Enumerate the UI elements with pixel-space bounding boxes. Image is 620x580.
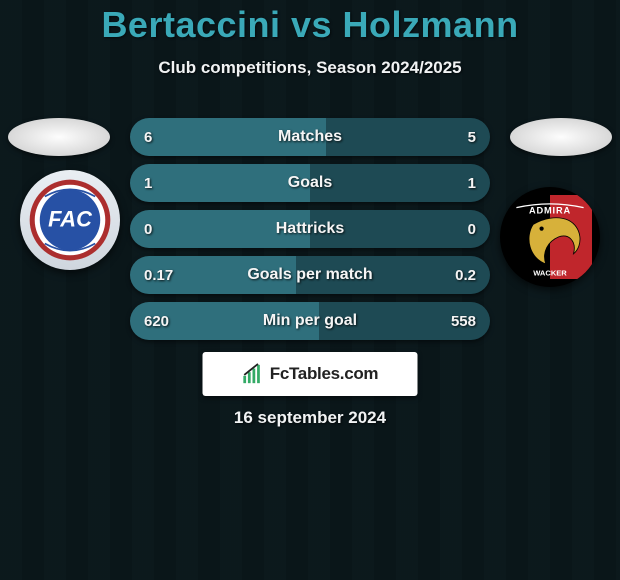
stat-bar: 65Matches <box>130 118 490 156</box>
brand-watermark: FcTables.com <box>203 352 418 396</box>
date-label: 16 september 2024 <box>0 408 620 428</box>
page-subtitle: Club competitions, Season 2024/2025 <box>0 58 620 78</box>
stat-label: Matches <box>130 118 490 156</box>
crest-left-svg: FAC <box>28 178 112 262</box>
player-left-silhouette <box>8 118 110 156</box>
stat-label: Goals per match <box>130 256 490 294</box>
stat-label: Goals <box>130 164 490 202</box>
stat-label: Hattricks <box>130 210 490 248</box>
crest-right-svg: ADMIRA WACKER <box>508 195 592 279</box>
stat-bar: 0.170.2Goals per match <box>130 256 490 294</box>
stat-bar: 620558Min per goal <box>130 302 490 340</box>
page-title: Bertaccini vs Holzmann <box>0 0 620 46</box>
player-right-silhouette <box>510 118 612 156</box>
chart-icon <box>242 363 264 385</box>
crest-right-subtext: WACKER <box>533 269 567 278</box>
club-crest-left: FAC <box>20 170 120 270</box>
brand-text: FcTables.com <box>270 364 379 384</box>
stat-label: Min per goal <box>130 302 490 340</box>
crest-left-text: FAC <box>48 207 93 232</box>
stat-bar: 00Hattricks <box>130 210 490 248</box>
crest-right-text: ADMIRA <box>529 205 571 215</box>
club-crest-right: ADMIRA WACKER <box>500 187 600 287</box>
stats-container: 65Matches 11Goals 00Hattricks 0.170.2Goals … <box>130 118 490 348</box>
stat-bar: 11Goals <box>130 164 490 202</box>
